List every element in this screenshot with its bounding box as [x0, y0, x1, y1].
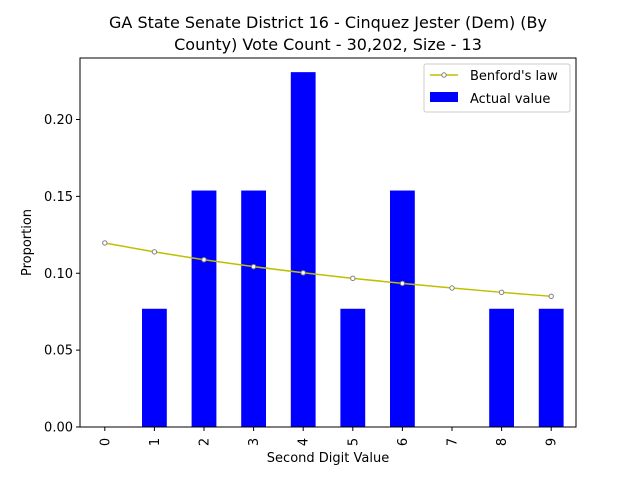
benford-point-1 [151, 249, 158, 255]
x-axis: 0 1 2 3 4 5 6 7 8 9 [98, 427, 560, 446]
y-axis: 0.00 0.05 0.10 0.15 0.20 [44, 113, 80, 436]
x-tick-label: 6 [396, 438, 411, 446]
x-tick-label: 2 [198, 438, 213, 446]
plot-frame [79, 57, 577, 428]
x-tick-label: 1 [148, 438, 163, 446]
legend-actual-label: Actual value [470, 92, 550, 107]
benford-line-series [102, 240, 554, 300]
bar-9 [538, 308, 564, 427]
benford-point-9 [548, 293, 554, 300]
benford-point-6 [399, 280, 406, 287]
bar-4 [290, 72, 316, 428]
x-tick-label: 9 [545, 438, 560, 446]
y-tick-label: 0.20 [44, 113, 73, 128]
x-axis-label: Second Digit Value [267, 451, 389, 466]
bar-1 [142, 308, 167, 427]
bar-6 [390, 190, 415, 427]
legend-benford-label: Benford's law [470, 69, 558, 84]
legend-benford-marker-swatch [441, 72, 447, 78]
x-tick-label: 3 [247, 438, 262, 446]
benford-point-2 [201, 257, 207, 263]
y-tick-label: 0.00 [44, 421, 73, 436]
chart-title-line-2: County) Vote Count - 30,202, Size - 13 [174, 35, 482, 54]
bar-2 [191, 190, 217, 427]
x-tick-label: 4 [297, 438, 312, 446]
benford-point-8 [498, 289, 505, 296]
benford-point-4 [300, 270, 306, 276]
legend-actual-swatch [430, 92, 458, 102]
bar-series [142, 72, 564, 428]
benford-point-5 [350, 275, 356, 282]
y-axis-label: Proportion [20, 209, 35, 276]
benford-line [104, 242, 552, 298]
y-tick-label: 0.15 [44, 190, 73, 205]
benford-point-7 [449, 285, 455, 291]
legend-box [423, 63, 571, 113]
bar-3 [241, 190, 266, 427]
benford-point-3 [250, 263, 257, 270]
x-tick-label: 7 [446, 438, 461, 446]
y-tick-label: 0.05 [44, 344, 73, 359]
y-tick-label: 0.10 [44, 267, 73, 282]
x-tick-label: 5 [346, 438, 361, 446]
bar-8 [489, 308, 514, 427]
benford-point-0 [102, 240, 108, 246]
chart-title-line-1: GA State Senate District 16 - Cinquez Je… [109, 13, 547, 32]
x-tick-label: 0 [98, 438, 113, 446]
legend: Benford's law Actual value [423, 63, 571, 113]
bar-5 [340, 308, 366, 427]
x-tick-label: 8 [495, 438, 510, 446]
